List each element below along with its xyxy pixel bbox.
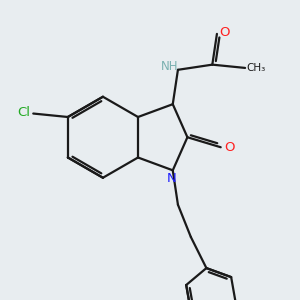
Text: NH: NH [161, 60, 178, 73]
Text: O: O [224, 141, 234, 154]
Text: Cl: Cl [17, 106, 30, 118]
Text: O: O [219, 26, 230, 39]
Text: CH₃: CH₃ [247, 63, 266, 73]
Text: N: N [167, 172, 176, 185]
